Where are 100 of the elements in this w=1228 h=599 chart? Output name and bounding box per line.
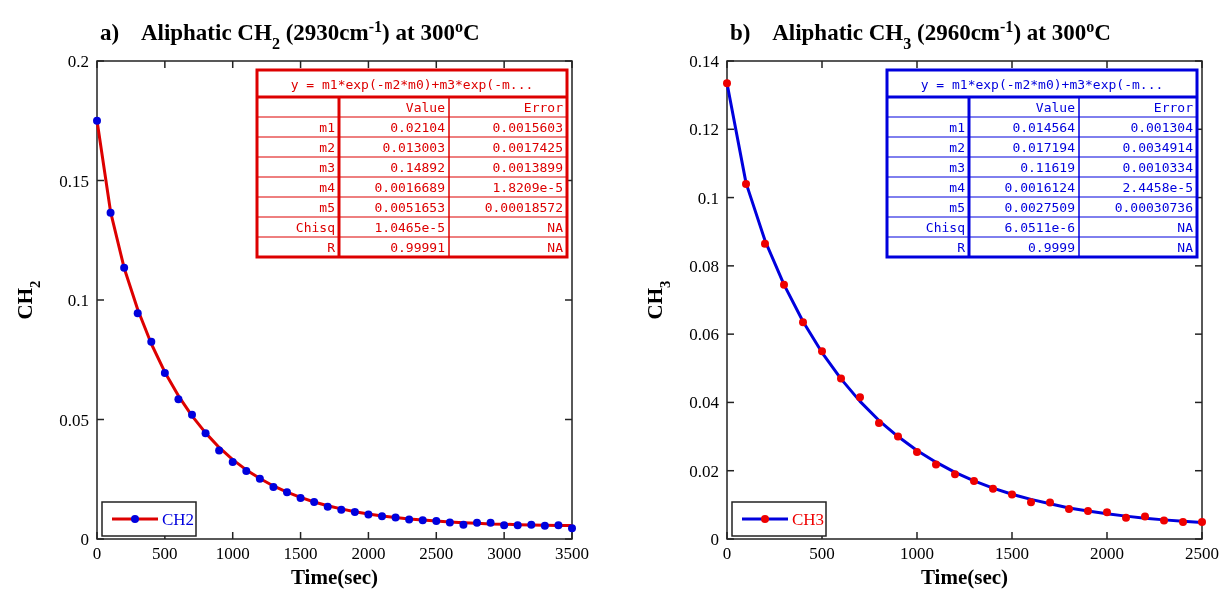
annotation: m2	[949, 140, 965, 155]
point	[160, 368, 169, 377]
y-tick-label: 0.08	[689, 256, 719, 276]
point	[242, 466, 251, 475]
point	[989, 484, 997, 493]
point	[255, 474, 264, 483]
x-tick-label: 0	[92, 544, 102, 563]
point	[486, 518, 495, 527]
annotation: Error	[523, 100, 564, 115]
annotation: m4	[949, 180, 966, 195]
point	[418, 516, 427, 525]
y-tick-label: 0.1	[697, 188, 719, 208]
annotation: m2	[319, 140, 335, 155]
y-tick-label: 0.15	[59, 171, 89, 191]
point	[391, 513, 400, 522]
annotation: 0.001304	[1130, 120, 1194, 135]
x-tick-label: 1000	[900, 544, 934, 563]
point	[378, 512, 386, 521]
chart-title: a) Aliphatic CH$_{2}$ (2930cm$^{-1}$) at 300$^{o}$C	[100, 17, 480, 52]
annotation: 0.0027509	[1004, 200, 1075, 215]
point	[856, 393, 864, 402]
annotation: 0.0051653	[374, 200, 445, 215]
point	[1084, 507, 1092, 515]
point	[473, 518, 481, 527]
point	[723, 79, 731, 88]
x-tick-label: 2000	[1090, 544, 1124, 563]
point	[296, 493, 305, 502]
point	[568, 524, 576, 533]
point	[1008, 490, 1016, 499]
x-tick-label: 1500	[283, 544, 318, 563]
point	[405, 515, 414, 524]
point	[513, 521, 522, 530]
annotation: 0.02104	[390, 120, 446, 135]
point	[1198, 517, 1206, 526]
annotation: Value	[1035, 100, 1076, 115]
point	[1046, 498, 1054, 507]
annotation: NA	[547, 240, 564, 255]
annotation: 1.8209e-5	[492, 180, 563, 195]
point	[445, 518, 454, 527]
chart-title: b) Aliphatic CH$_{3}$ (2960cm$^{-1}$) at 300$^{o}$C	[730, 17, 1111, 52]
point	[106, 208, 115, 217]
y-tick-label: 0.04	[689, 393, 720, 413]
point	[147, 337, 156, 346]
x-tick-label: 2500	[1185, 544, 1219, 563]
y-tick-label: 0.05	[59, 410, 89, 430]
point	[1103, 508, 1111, 517]
point	[120, 263, 129, 272]
annotation: 0.0034914	[1122, 140, 1194, 155]
x-tick-label: 3500	[555, 544, 589, 563]
point	[875, 418, 883, 427]
point	[837, 374, 845, 383]
point	[527, 520, 536, 529]
annotation: 0.014564	[1012, 120, 1076, 135]
annotation: m5	[949, 200, 965, 215]
point	[364, 510, 373, 519]
annotation: 6.0511e-6	[1004, 220, 1075, 235]
point	[500, 521, 509, 530]
y-tick-label: 0	[80, 530, 89, 549]
point	[1160, 516, 1168, 525]
point	[1027, 498, 1035, 507]
point	[201, 429, 210, 438]
point	[970, 476, 978, 485]
y-tick-label: 0.1	[67, 291, 89, 310]
point	[283, 488, 291, 497]
point	[780, 280, 788, 289]
point	[554, 521, 563, 530]
point	[540, 521, 549, 530]
annotation: 0.99991	[390, 240, 445, 255]
point	[1122, 513, 1130, 522]
point	[323, 502, 332, 511]
point	[310, 497, 319, 506]
legend-label: CH3	[792, 510, 825, 529]
annotation: 0.0016124	[1004, 180, 1076, 195]
x-tick-label: 2000	[351, 544, 386, 563]
annotation: 0.0016689	[374, 180, 445, 195]
y-tick-label: 0.02	[689, 461, 719, 481]
annotation: NA	[547, 220, 564, 235]
annotation: 0.0015603	[492, 120, 563, 135]
point	[133, 309, 142, 318]
point	[174, 395, 183, 404]
point	[932, 460, 940, 469]
point	[818, 347, 826, 356]
x-tick-label: 500	[152, 544, 178, 563]
annotation: 0.017194	[1012, 140, 1076, 155]
annotation: NA	[1177, 220, 1194, 235]
x-axis-title: Time(sec)	[920, 565, 1009, 589]
annotation: 2.4458e-5	[1122, 180, 1193, 195]
point	[188, 410, 196, 419]
point	[742, 179, 750, 188]
annotation: 1.0465e-5	[374, 220, 445, 235]
x-tick-label: 1500	[995, 544, 1029, 563]
x-axis-title: Time(sec)	[290, 565, 379, 589]
annotation: Chisq	[295, 220, 335, 235]
annotation: Chisq	[925, 220, 965, 235]
point	[228, 458, 237, 467]
annotation: 0.14892	[390, 160, 445, 175]
point	[799, 318, 807, 327]
x-tick-label: 3000	[487, 544, 522, 563]
point	[215, 446, 224, 455]
annotation: y = m1*exp(-m2*m0)+m3*exp(-m...	[290, 77, 534, 92]
